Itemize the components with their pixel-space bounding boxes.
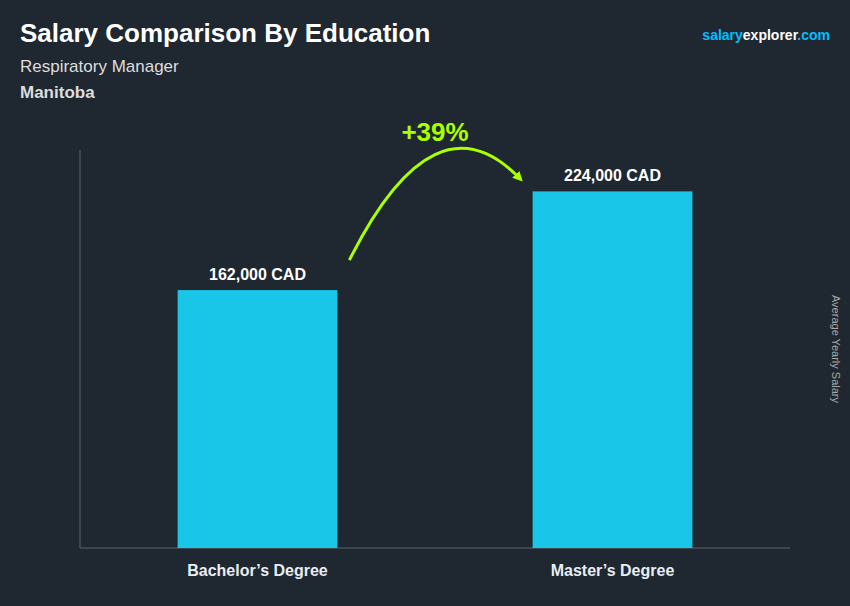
title: Salary Comparison By Education bbox=[20, 18, 430, 48]
source-part: explorer bbox=[743, 27, 799, 43]
data-label: 224,000 CAD bbox=[564, 167, 661, 184]
bar bbox=[533, 191, 693, 548]
subtitle: Respiratory Manager bbox=[20, 57, 179, 76]
category-label: Master’s Degree bbox=[551, 562, 675, 579]
category-label: Bachelor’s Degree bbox=[187, 562, 328, 579]
bars bbox=[178, 191, 693, 548]
source-part: .com bbox=[797, 27, 830, 43]
background bbox=[0, 0, 850, 606]
annotation: +39% bbox=[401, 117, 468, 147]
y-axis-line bbox=[80, 150, 81, 548]
bar bbox=[178, 290, 338, 548]
arrow bbox=[349, 148, 520, 260]
data-label: 162,000 CAD bbox=[209, 266, 306, 283]
source-part: salary bbox=[702, 27, 743, 43]
source: salaryexplorer.com bbox=[702, 27, 830, 43]
location: Manitoba bbox=[20, 83, 95, 102]
y-label: Average Yearly Salary bbox=[830, 295, 842, 404]
